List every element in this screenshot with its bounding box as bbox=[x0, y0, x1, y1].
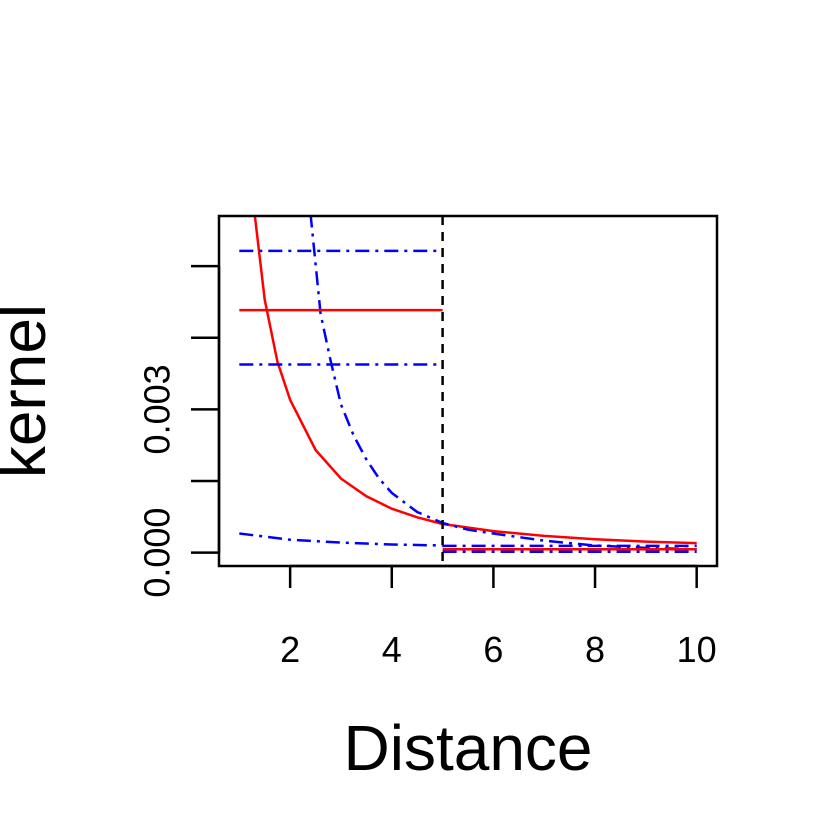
x-tick-label: 6 bbox=[483, 629, 503, 670]
x-tick-label: 8 bbox=[585, 629, 605, 670]
y-tick-label: 0.000 bbox=[137, 508, 178, 598]
x-tick-label: 2 bbox=[280, 629, 300, 670]
x-axis-title: Distance bbox=[344, 712, 593, 784]
x-tick-label: 10 bbox=[677, 629, 717, 670]
series-line-2 bbox=[309, 216, 697, 551]
y-axis-title: kernel bbox=[0, 304, 59, 478]
series-line-3 bbox=[239, 532, 443, 547]
y-axis: 0.000 0.003 bbox=[136, 264, 221, 598]
series-line-1 bbox=[253, 216, 697, 545]
plot-frame bbox=[217, 214, 719, 568]
y-tick-label: 0.003 bbox=[136, 364, 177, 454]
series-layer bbox=[239, 216, 697, 553]
x-axis: 2 4 6 8 10 bbox=[280, 564, 717, 670]
x-tick-label: 4 bbox=[382, 629, 402, 670]
